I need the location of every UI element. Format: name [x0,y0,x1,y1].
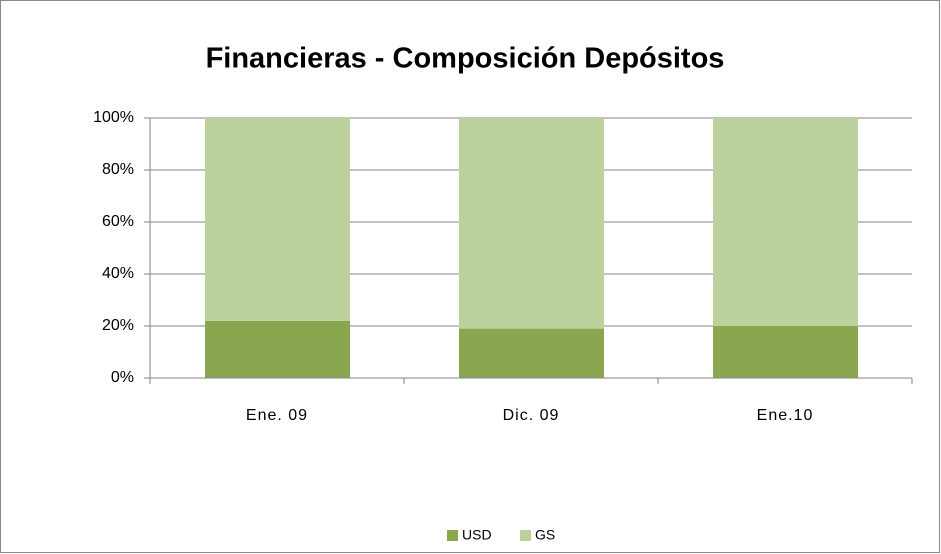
bar-segment [459,118,604,329]
bar-segment [713,118,858,326]
y-tick-label: 40% [102,265,134,282]
x-tick-label: Ene.10 [757,407,814,424]
bar-segment [205,320,350,378]
legend-swatch [520,530,531,541]
legend-label: GS [535,527,555,543]
x-tick-label: Ene. 09 [246,407,308,424]
bar-segment [459,328,604,378]
chart-title: Financieras - Composición Depósitos [206,43,725,75]
x-tick-label: Dic. 09 [503,407,560,424]
y-tick-label: 80% [102,161,134,178]
legend-swatch [447,530,458,541]
bar-segment [713,326,858,378]
y-tick-label: 100% [93,109,134,126]
legend-label: USD [462,527,492,543]
bar-segment [205,118,350,321]
y-tick-label: 0% [111,369,134,386]
y-tick-label: 20% [102,317,134,334]
y-tick-label: 60% [102,213,134,230]
